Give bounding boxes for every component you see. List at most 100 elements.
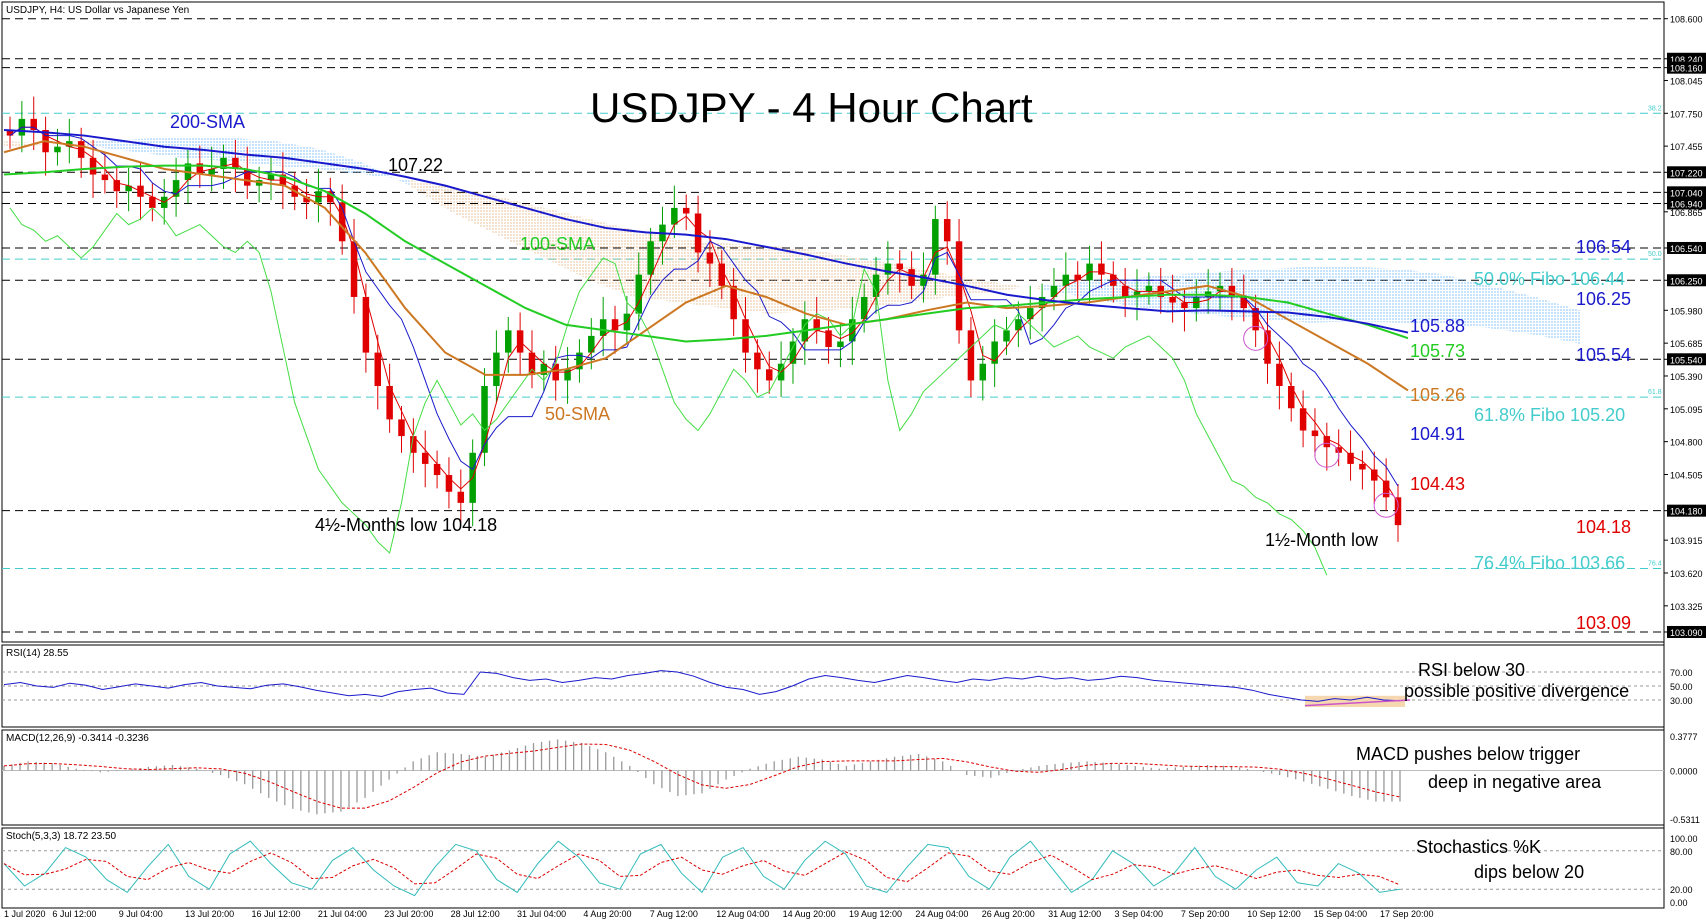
candle-body xyxy=(540,363,548,375)
candle-body xyxy=(789,341,797,364)
price-tick-label: 108.240 xyxy=(1670,55,1703,65)
level-label-fibo-61-8: 61.8% Fibo 105.20 xyxy=(1474,405,1625,425)
fibo-tag: 61.8 xyxy=(1648,389,1662,396)
candle-body xyxy=(1371,469,1378,481)
level-label-105-88: 105.88 xyxy=(1410,316,1465,336)
candle-body xyxy=(1394,497,1402,526)
candle-body xyxy=(374,352,382,386)
candle-body xyxy=(101,174,109,181)
price-tag-bg xyxy=(1667,625,1706,638)
cloud-segment xyxy=(814,250,860,312)
candle-body xyxy=(765,369,773,381)
time-tick-label: 10 Sep 12:00 xyxy=(1247,909,1301,919)
cloud-segment xyxy=(1174,271,1220,316)
sma-200-line xyxy=(3,129,1409,334)
candle-body xyxy=(564,369,571,381)
candle-body xyxy=(730,285,737,320)
candle-body xyxy=(647,241,654,275)
rsi-header: RSI(14) 28.55 xyxy=(6,648,69,659)
fibo-tag: 76.4 xyxy=(1648,561,1662,568)
time-axis: 1 Jul 2020 6 Jul 12:00 9 Jul 04:00 13 Jul 2… xyxy=(4,909,1434,919)
fibo-tag: 50.0 xyxy=(1648,251,1662,258)
candle-body xyxy=(362,296,370,353)
chikou-line xyxy=(9,207,1328,576)
time-tick-label: 26 Aug 20:00 xyxy=(982,909,1035,919)
price-tick-label: 105.540 xyxy=(1670,355,1703,365)
price-tick-label: 103.325 xyxy=(1670,602,1703,612)
candle-body xyxy=(172,180,180,197)
candle-body xyxy=(433,463,441,476)
time-tick-label: 21 Jul 04:00 xyxy=(318,909,367,919)
macd-note-1: MACD pushes below trigger xyxy=(1356,744,1580,764)
price-tag-bg xyxy=(1667,353,1706,366)
low-marker-circle xyxy=(1314,442,1340,468)
candle-body xyxy=(350,241,358,297)
cloud-segment xyxy=(589,219,635,297)
time-tick-label: 19 Aug 12:00 xyxy=(849,909,902,919)
price-tick-label: 104.505 xyxy=(1670,470,1703,480)
level-label-104-18: 104.18 xyxy=(1576,517,1631,537)
candle-body xyxy=(1264,330,1271,364)
cloud-segment xyxy=(229,137,275,166)
level-label-105-73: 105.73 xyxy=(1410,341,1465,361)
candle-body xyxy=(718,263,726,286)
cloud-segment xyxy=(994,282,1040,292)
candle-body xyxy=(682,207,690,214)
candle-body xyxy=(1074,274,1081,281)
label-high-107-22: 107.22 xyxy=(388,155,443,175)
level-label-104-43: 104.43 xyxy=(1410,474,1465,494)
price-tick-label: 107.750 xyxy=(1670,109,1703,119)
candle-body xyxy=(1062,274,1070,286)
cloud-segment xyxy=(4,141,50,147)
candle-body xyxy=(1145,285,1153,292)
stoch-note-1: Stochastics %K xyxy=(1416,837,1541,857)
candle-body xyxy=(1169,296,1176,303)
rsi-divergence-box xyxy=(1305,695,1405,707)
candle-body xyxy=(1181,302,1188,309)
price-tag-bg xyxy=(1667,197,1706,210)
candle-body xyxy=(611,319,619,331)
price-tick-label: 108.600 xyxy=(1670,15,1703,25)
stoch-axis-label: 80.00 xyxy=(1670,847,1693,857)
price-tag-bg xyxy=(1667,166,1706,179)
macd-note-2: deep in negative area xyxy=(1428,772,1602,792)
candle-body xyxy=(528,352,536,375)
price-tick-label: 103.620 xyxy=(1670,569,1703,579)
candle-body xyxy=(1133,291,1141,297)
stoch-header: Stoch(5,3,3) 18.72 23.50 xyxy=(6,831,117,842)
time-tick-label: 17 Sep 20:00 xyxy=(1380,909,1434,919)
ichimoku-cloud xyxy=(4,137,1580,344)
candle-body xyxy=(505,330,512,353)
candle-body xyxy=(125,185,132,192)
candle-body xyxy=(196,163,204,175)
cloud-segment xyxy=(319,148,365,175)
label-50-sma: 50-SMA xyxy=(545,404,610,424)
cloud-segment xyxy=(1309,266,1355,323)
time-tick-label: 7 Sep 20:00 xyxy=(1181,909,1230,919)
cloud-segment xyxy=(1489,285,1535,335)
candle-body xyxy=(1026,308,1034,320)
candle-body xyxy=(1311,430,1319,437)
rsi-line xyxy=(3,670,1401,702)
rsi-axis-label: 50.00 xyxy=(1670,682,1693,692)
price-tick-label: 105.685 xyxy=(1670,339,1703,349)
candle-body xyxy=(493,352,500,386)
candle-body xyxy=(410,436,417,453)
macd-axis-label: 0.3777 xyxy=(1670,732,1698,742)
fibo-tag: 38.2 xyxy=(1648,105,1662,112)
cloud-segment xyxy=(499,196,545,258)
candle-body xyxy=(588,335,595,353)
kijun-line xyxy=(9,126,1399,487)
candle-body xyxy=(149,196,156,208)
low-marker-circle xyxy=(1243,325,1269,351)
price-tick-label: 105.095 xyxy=(1670,405,1703,415)
rsi-axis-label: 30.00 xyxy=(1670,696,1693,706)
candle-body xyxy=(1015,319,1022,331)
level-label-106-54: 106.54 xyxy=(1576,237,1631,257)
candle-body xyxy=(813,319,820,331)
candle-body xyxy=(1240,296,1248,309)
candle-body xyxy=(89,157,97,175)
rsi-note-2: possible positive divergence xyxy=(1404,681,1629,701)
tenkan-line xyxy=(9,126,1399,504)
time-tick-label: 12 Aug 04:00 xyxy=(716,909,769,919)
